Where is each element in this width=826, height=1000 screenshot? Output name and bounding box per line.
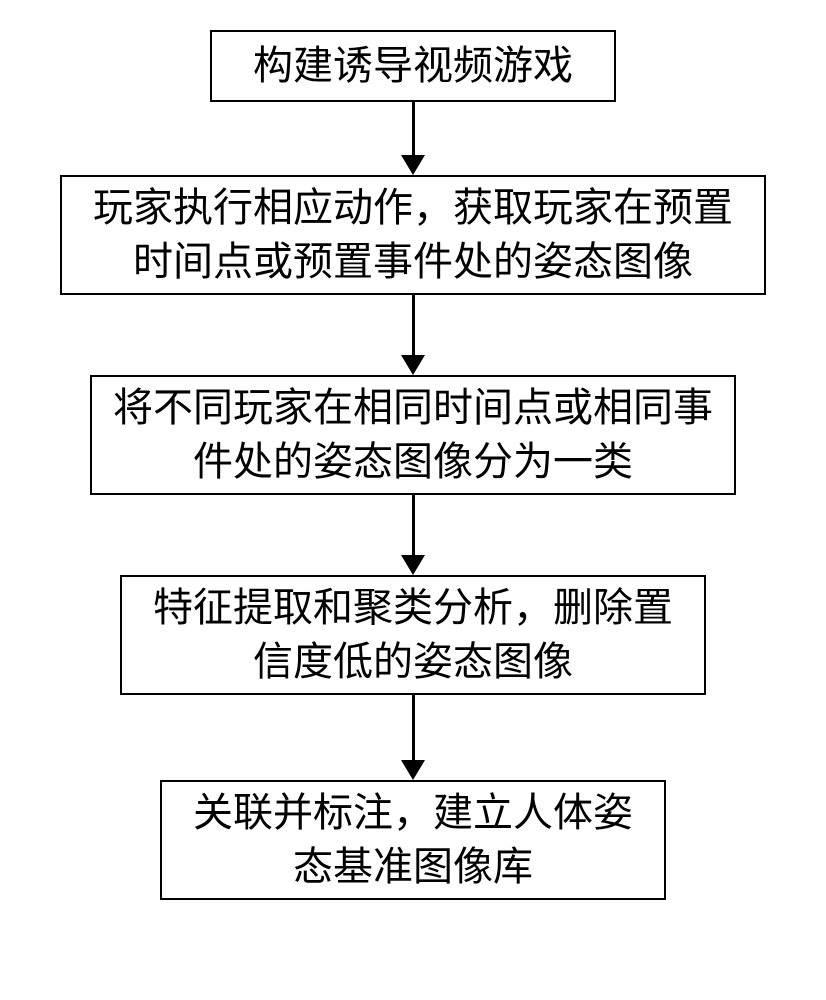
flow-arrow-4 xyxy=(401,695,425,780)
flow-arrow-1 xyxy=(401,102,425,175)
flow-arrow-3 xyxy=(401,495,425,575)
flow-arrow-2 xyxy=(401,295,425,375)
flow-node-3-text: 将不同玩家在相同时间点或相同事件处的姿态图像分为一类 xyxy=(104,381,722,489)
arrow-head-icon xyxy=(401,760,425,780)
arrow-line xyxy=(412,295,415,355)
flow-node-4: 特征提取和聚类分析，删除置信度低的姿态图像 xyxy=(120,575,706,695)
flow-node-2-text: 玩家执行相应动作，获取玩家在预置时间点或预置事件处的姿态图像 xyxy=(74,181,752,289)
flow-node-1-text: 构建诱导视频游戏 xyxy=(253,39,573,93)
flow-node-5-text: 关联并标注，建立人体姿态基准图像库 xyxy=(174,786,652,894)
flow-node-5: 关联并标注，建立人体姿态基准图像库 xyxy=(160,780,666,900)
arrow-line xyxy=(412,695,415,760)
flowchart-container: 构建诱导视频游戏 玩家执行相应动作，获取玩家在预置时间点或预置事件处的姿态图像 … xyxy=(0,0,826,1000)
flow-node-2: 玩家执行相应动作，获取玩家在预置时间点或预置事件处的姿态图像 xyxy=(60,175,766,295)
arrow-head-icon xyxy=(401,355,425,375)
flow-node-1: 构建诱导视频游戏 xyxy=(210,30,616,102)
flow-node-3: 将不同玩家在相同时间点或相同事件处的姿态图像分为一类 xyxy=(90,375,736,495)
arrow-line xyxy=(412,102,415,155)
arrow-head-icon xyxy=(401,555,425,575)
arrow-head-icon xyxy=(401,155,425,175)
flow-node-4-text: 特征提取和聚类分析，删除置信度低的姿态图像 xyxy=(134,581,692,689)
arrow-line xyxy=(412,495,415,555)
